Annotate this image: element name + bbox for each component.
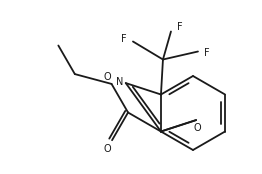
Text: N: N: [116, 77, 123, 87]
Text: O: O: [103, 144, 111, 154]
Text: O: O: [193, 123, 201, 133]
Text: O: O: [104, 72, 111, 82]
Text: F: F: [204, 48, 210, 57]
Text: F: F: [121, 34, 127, 45]
Text: F: F: [177, 22, 183, 33]
